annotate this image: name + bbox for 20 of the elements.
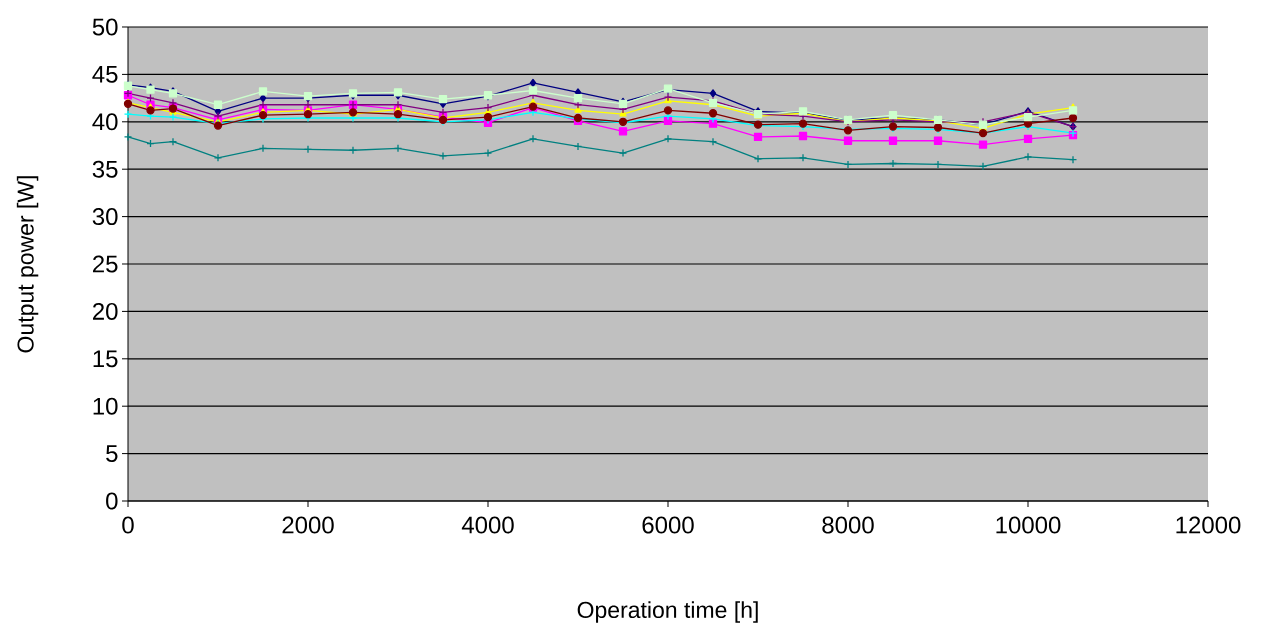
y-tick-label: 25 [92, 255, 118, 273]
x-tick-label: 6000 [642, 516, 694, 534]
y-tick-label: 20 [92, 302, 118, 320]
y-tick-label: 50 [92, 18, 118, 36]
x-tick-label: 0 [122, 516, 134, 534]
y-tick-label: 40 [92, 113, 118, 131]
y-tick-label: 5 [106, 445, 118, 462]
y-tick-label: 35 [92, 160, 118, 178]
x-tick-label: 2000 [282, 516, 334, 534]
x-tick-label: 4000 [461, 516, 514, 534]
x-tick-label: 8000 [822, 516, 874, 534]
x-tick-label: 10000 [996, 516, 1061, 534]
y-axis-title: Output power [W] [16, 176, 39, 353]
y-tick-label: 10 [93, 397, 118, 415]
y-tick-label: 0 [106, 492, 118, 510]
y-tick-label: 15 [93, 350, 118, 368]
y-tick-label: 45 [92, 66, 118, 83]
y-tick-label: 30 [92, 208, 118, 226]
x-axis-title: Operation time [h] [577, 601, 758, 623]
x-tick-label: 12000 [1176, 516, 1241, 534]
